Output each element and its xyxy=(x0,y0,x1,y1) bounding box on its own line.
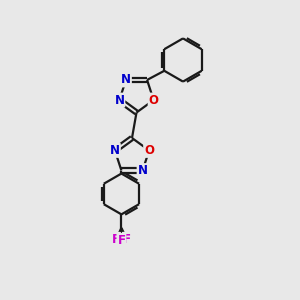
Text: N: N xyxy=(138,164,148,177)
Text: F: F xyxy=(123,233,131,246)
Text: F: F xyxy=(112,233,120,246)
Text: N: N xyxy=(121,74,131,86)
Text: O: O xyxy=(148,94,159,106)
Text: O: O xyxy=(144,144,154,157)
Text: F: F xyxy=(117,234,125,247)
Text: N: N xyxy=(110,144,120,157)
Text: N: N xyxy=(114,94,124,106)
